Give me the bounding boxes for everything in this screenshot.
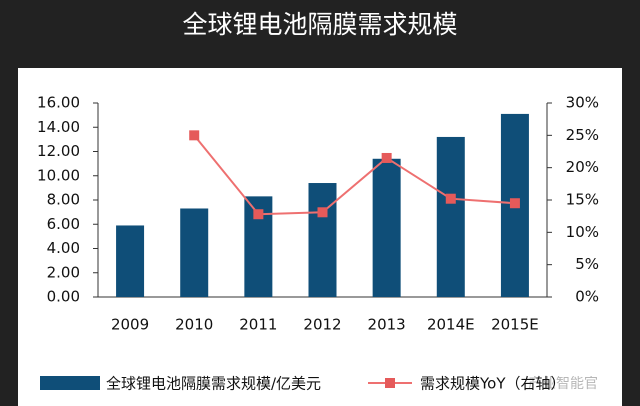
legend-swatch [40, 376, 100, 390]
legend-marker [385, 378, 395, 388]
point [381, 152, 392, 163]
point [509, 198, 520, 209]
x-tick-label: 2009 [111, 316, 149, 334]
y-tick-label: 2.00 [47, 263, 80, 281]
legend-label: 需求规模YoY（右轴） [420, 375, 566, 393]
y-tick-label: 8.00 [47, 191, 80, 209]
y2-tick-label: 20% [566, 158, 599, 176]
y-tick-label: 12.00 [37, 142, 80, 160]
y-tick-label: 16.00 [37, 94, 80, 112]
x-tick-label: 2015E [491, 316, 539, 334]
watermark: 产业智能官 [528, 376, 598, 392]
point [189, 130, 200, 141]
y2-tick-label: 15% [566, 191, 599, 209]
bar [308, 183, 337, 297]
y-tick-label: 6.00 [47, 215, 80, 233]
y-tick-label: 10.00 [37, 166, 80, 184]
x-tick-label: 2011 [239, 316, 277, 334]
y-tick-label: 14.00 [37, 118, 80, 136]
bar [180, 208, 209, 297]
y2-tick-label: 25% [566, 126, 599, 144]
y2-tick-label: 30% [566, 94, 599, 112]
line [193, 134, 515, 216]
x-tick-label: 2012 [303, 316, 341, 334]
bar [372, 158, 401, 297]
y2-tick-label: 5% [575, 255, 599, 273]
point [445, 193, 456, 204]
legend-label: 全球锂电池隔膜需求规模/亿美元 [106, 375, 321, 393]
y-tick-label: 0.00 [47, 288, 80, 306]
y2-tick-label: 0% [575, 288, 599, 306]
y-tick-label: 4.00 [47, 239, 80, 257]
point [317, 207, 328, 218]
y2-tick-label: 10% [566, 223, 599, 241]
x-tick-label: 2013 [368, 316, 406, 334]
point [253, 209, 264, 220]
chart-title: 全球锂电池隔膜需求规模 [182, 10, 457, 39]
x-tick-label: 2014E [427, 316, 475, 334]
x-tick-label: 2010 [175, 316, 213, 334]
bar [436, 136, 465, 297]
bar [116, 225, 145, 297]
